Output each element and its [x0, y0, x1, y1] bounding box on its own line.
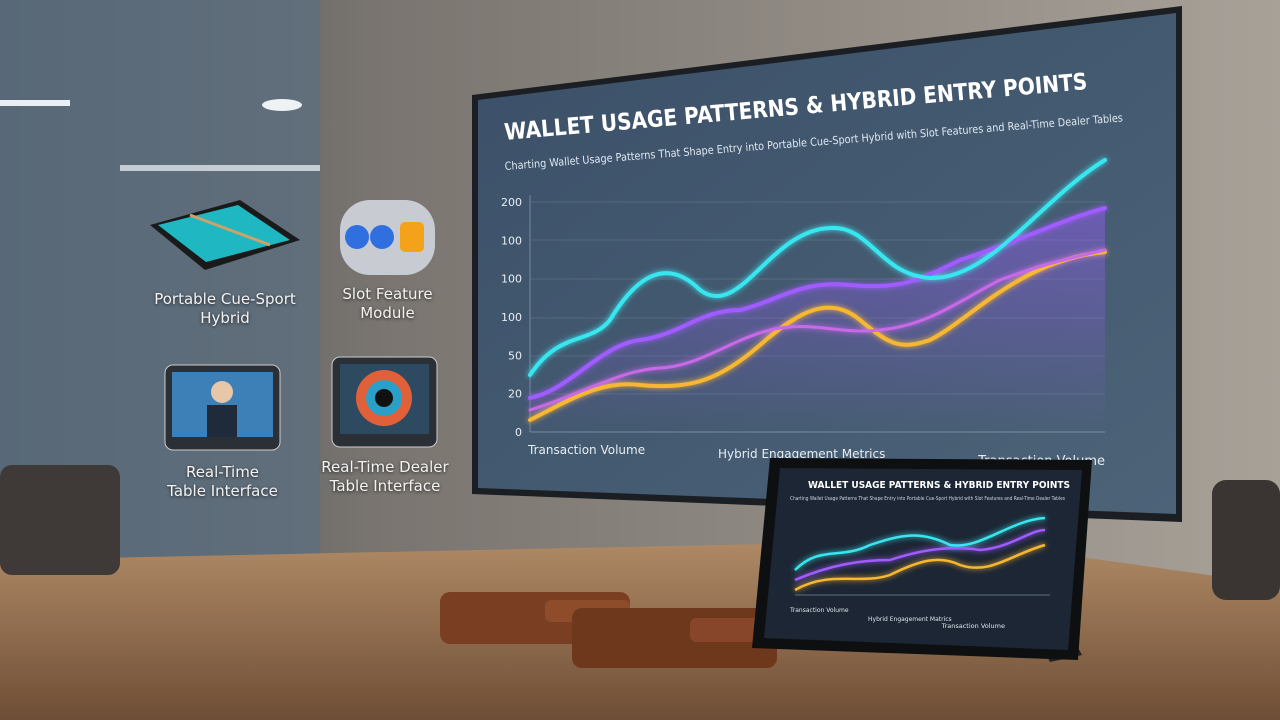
icon-label: Portable Cue-Sport Hybrid — [154, 290, 296, 327]
y-label: 20 — [508, 388, 522, 401]
cyan-curve — [528, 158, 1107, 377]
icon-label: Real-Time Dealer Table Interface — [321, 458, 449, 495]
ceiling-light — [0, 100, 70, 106]
curves — [528, 158, 1107, 422]
pink-curve — [528, 248, 1107, 412]
area-fill — [530, 208, 1105, 432]
dealer-icon — [164, 364, 281, 451]
orange-curve — [528, 250, 1107, 422]
tablet-curves — [794, 516, 1046, 592]
wallet — [572, 608, 778, 668]
y-label: 200 — [501, 196, 522, 209]
tablet-title: WALLET USAGE PATTERNS & HYBRID ENTRY POI… — [808, 480, 1070, 491]
tablet-x-label: Transaction Volume — [789, 607, 849, 614]
chair — [1212, 480, 1280, 600]
icon-label: Slot Feature Module — [342, 285, 433, 322]
ceiling-light — [262, 99, 302, 111]
chair — [0, 465, 120, 575]
y-label: 100 — [501, 234, 522, 247]
slot-icon — [340, 200, 435, 275]
y-label: 100 — [501, 273, 522, 286]
x-label: Hybrid Engagement Metrics — [718, 447, 885, 461]
dealer-table-icon — [331, 356, 438, 448]
purple-curve — [528, 206, 1107, 400]
icon-label: Real-Time Table Interface — [167, 463, 278, 500]
tablet-x-label: Hybrid Engagement Matrics — [868, 616, 952, 623]
tablet-subtitle: Charting Wallet Usage Patterns That Shap… — [790, 496, 1065, 502]
tablet-x-label: Transaction Volume — [941, 622, 1005, 630]
y-label: 100 — [501, 311, 522, 324]
tablet-screen — [764, 468, 1082, 650]
x-label: Transaction Volume — [527, 443, 645, 457]
y-label: 0 — [515, 426, 522, 439]
y-label: 50 — [508, 349, 522, 362]
pool-table-icon — [150, 200, 300, 270]
ceiling-light — [120, 165, 320, 171]
